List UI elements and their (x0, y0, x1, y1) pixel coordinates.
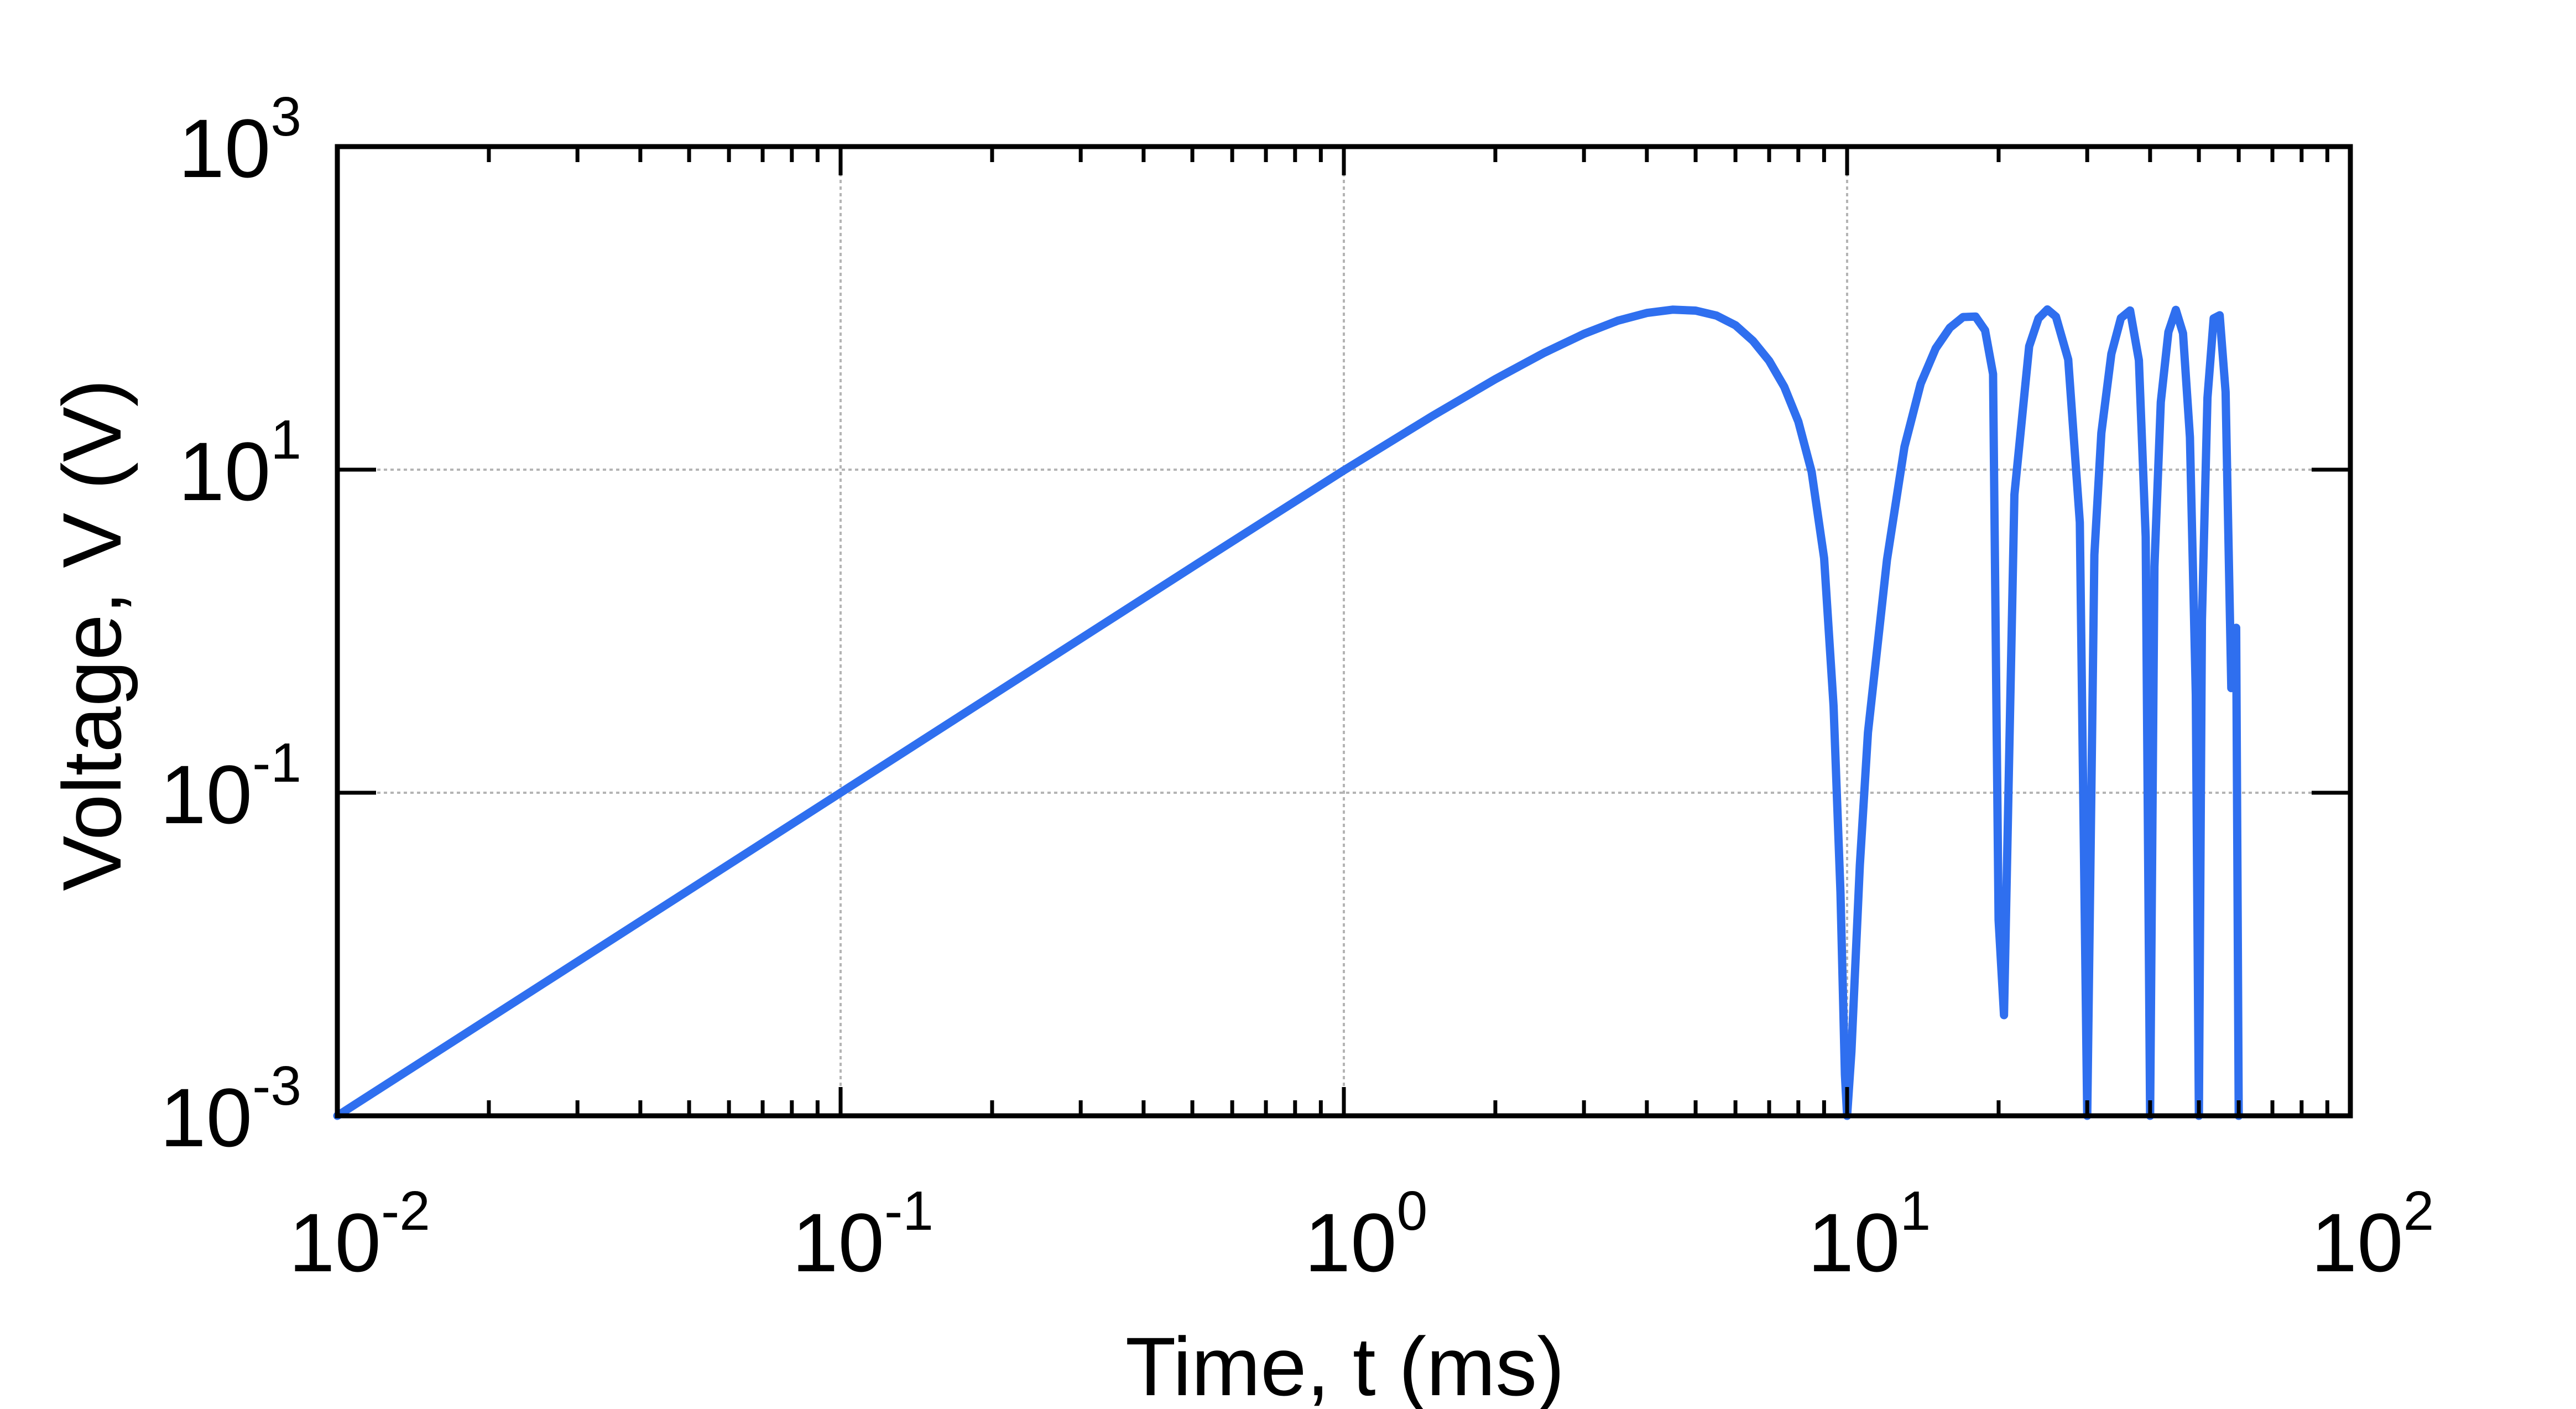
x-tick-label: 101 (1808, 1180, 1931, 1289)
x-tick-label: 10-1 (792, 1180, 934, 1289)
y-tick-label: 103 (179, 86, 301, 195)
x-tick-label: 10-2 (289, 1180, 430, 1289)
data-series (333, 305, 2243, 1120)
y-axis-title: Voltage, V (V) (45, 379, 138, 891)
series-line (333, 305, 2243, 1120)
y-tick-label: 10-3 (160, 1055, 301, 1164)
grid-lines (337, 147, 2350, 1116)
y-tick-label: 101 (179, 409, 301, 518)
x-axis-title: Time, t (ms) (1125, 1320, 1565, 1409)
x-tick-label: 102 (2311, 1180, 2434, 1289)
tick-labels: 10-2 10-1 100 101 102 10-3 10-1 101 103 (160, 86, 2434, 1289)
axis-ticks (335, 144, 2353, 1118)
x-tick-label: 100 (1305, 1180, 1427, 1289)
y-tick-label: 10-1 (160, 732, 301, 841)
